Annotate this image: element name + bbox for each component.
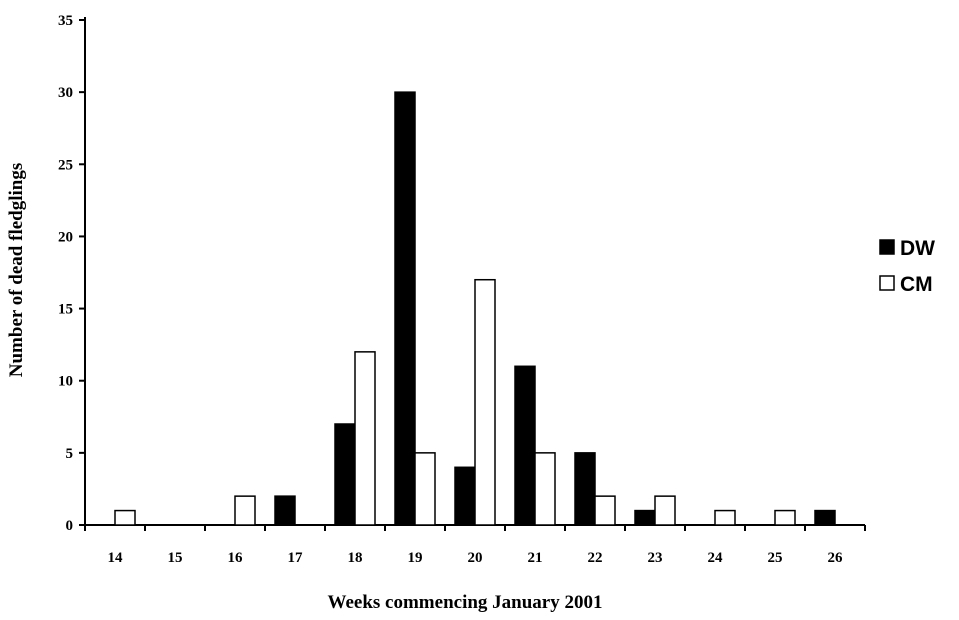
x-tick-label: 15 [168,550,183,566]
x-axis: 14 15 16 17 18 19 20 21 22 23 24 25 26 [84,524,866,566]
x-tick-label: 26 [828,550,844,566]
bar-cm-week-18 [354,351,376,526]
legend-label-dw: DW [900,237,935,260]
x-tick-label: 23 [648,550,663,566]
x-tick-label: 19 [408,550,423,566]
bar-cm-week-24 [714,509,736,526]
bar-dw-week-19 [394,91,416,526]
y-tick-label: 15 [58,302,73,318]
bars [114,91,836,526]
bar-cm-week-19 [414,452,436,526]
bar-cm-week-16 [234,495,256,526]
bar-dw-week-18 [334,423,356,526]
bar-cm-week-23 [654,495,676,526]
y-tick-label: 25 [58,157,73,173]
legend-swatch-dw [879,239,895,255]
x-tick-label: 18 [348,550,363,566]
x-tick-label: 25 [768,550,783,566]
y-axis: 0 5 10 15 20 25 30 35 [58,13,86,534]
bar-cm-week-21 [534,452,556,526]
y-tick-label: 35 [58,13,73,29]
x-tick-label: 14 [108,550,124,566]
bar-cm-week-14 [114,509,136,526]
x-tick-label: 22 [588,550,603,566]
bar-dw-week-23 [634,509,656,526]
x-tick-label: 16 [228,550,244,566]
y-tick-label: 10 [58,374,73,390]
x-axis-title: Weeks commencing January 2001 [328,592,603,613]
bar-dw-week-22 [574,452,596,526]
bar-dw-week-21 [514,365,536,526]
y-tick-label: 5 [66,446,74,462]
y-tick-label: 30 [58,85,73,101]
legend: DW CM [879,237,935,296]
bar-cm-week-25 [774,509,796,526]
x-tick-label: 24 [708,550,724,566]
x-tick-label: 20 [468,550,483,566]
x-tick-label: 21 [528,550,543,566]
bar-cm-week-20 [474,278,496,526]
legend-swatch-cm [879,275,895,291]
bar-dw-week-20 [454,466,476,526]
bar-dw-week-26 [814,509,836,526]
bar-cm-week-22 [594,495,616,526]
y-tick-label: 20 [58,229,73,245]
legend-label-cm: CM [900,273,933,296]
bar-dw-week-17 [274,495,296,526]
x-tick-label: 17 [288,550,304,566]
y-tick-label: 0 [66,518,74,534]
y-axis-title: Number of dead fledglings [6,163,27,377]
